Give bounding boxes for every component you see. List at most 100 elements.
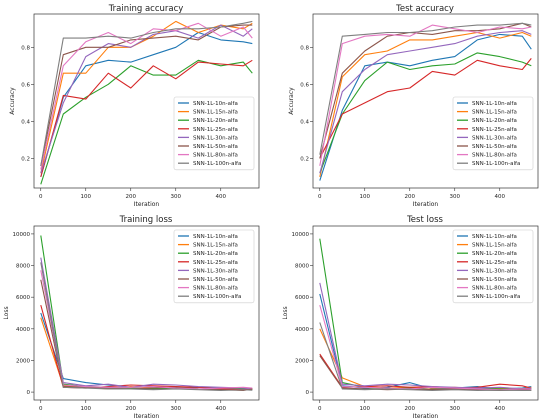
legend-entry: SNN-1L-30n-alfa [193, 135, 238, 141]
legend-entry: SNN-1L-80n-alfa [193, 153, 238, 159]
y-tick-label: 8000 [16, 264, 30, 270]
y-tick-label: 0.6 [300, 82, 309, 88]
legend-entry: SNN-1L-15n-alfa [472, 110, 517, 116]
y-tick-label: 10000 [292, 232, 310, 238]
series-line-snn-1l-80n-alfa [319, 304, 532, 391]
y-tick-label: 6000 [295, 295, 309, 301]
legend-entry: SNN-1L-15n-alfa [472, 243, 517, 249]
series-line-snn-1l-25n-alfa [40, 304, 253, 391]
series-line-snn-1l-80n-alfa [40, 22, 253, 170]
legend-entry: SNN-1L-10n-alfa [472, 234, 517, 240]
series-line-snn-1l-10n-alfa [319, 33, 532, 181]
series-line-snn-1l-15n-alfa [40, 317, 253, 391]
legend-box [173, 96, 255, 171]
legend-entry: SNN-1L-20n-alfa [472, 118, 517, 124]
legend-entry: SNN-1L-10n-alfa [193, 101, 238, 107]
plot-frame [33, 225, 260, 401]
x-tick-label: 300 [171, 194, 182, 200]
series-line-snn-1l-30n-alfa [319, 282, 532, 390]
legend-entry: SNN-1L-100n-alfa [193, 161, 241, 167]
y-tick-label: 0.8 [300, 45, 309, 51]
legend-entry: SNN-1L-15n-alfa [193, 110, 238, 116]
series-line-snn-1l-10n-alfa [40, 312, 253, 391]
x-tick-label: 300 [450, 194, 461, 200]
series-line-snn-1l-100n-alfa [319, 22, 532, 155]
legend-entry: SNN-1L-25n-alfa [193, 260, 238, 266]
series-line-snn-1l-100n-alfa [40, 262, 253, 392]
legend: SNN-1L-10n-alfa SNN-1L-15n-alfa SNN-1L-20n… [173, 229, 255, 304]
x-tick-label: 100 [360, 406, 371, 412]
legend: SNN-1L-10n-alfa SNN-1L-15n-alfa SNN-1L-20n… [452, 229, 534, 304]
series-line-snn-1l-25n-alfa [319, 353, 532, 389]
y-tick-label: 0.6 [21, 82, 30, 88]
legend-entry: SNN-1L-50n-alfa [193, 144, 238, 150]
legend-entry: SNN-1L-50n-alfa [193, 277, 238, 283]
x-tick-label: 0 [318, 406, 322, 412]
y-tick-label: 0 [306, 390, 310, 396]
y-tick-label: 0 [27, 390, 31, 396]
legend-entry: SNN-1L-20n-alfa [193, 251, 238, 257]
legend-entry: SNN-1L-50n-alfa [472, 144, 517, 150]
series-line-snn-1l-10n-alfa [40, 31, 253, 178]
series-line-snn-1l-25n-alfa [40, 59, 253, 178]
legend-entry: SNN-1L-100n-alfa [193, 294, 241, 300]
series-line-snn-1l-30n-alfa [40, 24, 253, 174]
x-tick-label: 200 [126, 406, 137, 412]
x-tick-label: 0 [318, 194, 322, 200]
x-tick-label: 100 [360, 194, 371, 200]
x-tick-label: 100 [81, 194, 92, 200]
x-tick-label: 0 [39, 406, 43, 412]
x-tick-label: 400 [495, 406, 506, 412]
series-line-snn-1l-80n-alfa [40, 270, 253, 390]
legend-entry: SNN-1L-30n-alfa [472, 268, 517, 274]
x-tick-label: 0 [39, 194, 43, 200]
plot-frame [312, 13, 539, 189]
x-tick-label: 300 [171, 406, 182, 412]
chart-training-loss: Training loss 0 100 200 300 4000200040006000… [3, 215, 260, 418]
series-line-snn-1l-80n-alfa [319, 24, 532, 166]
y-tick-label: 4000 [16, 327, 30, 333]
legend-entry: SNN-1L-10n-alfa [193, 234, 238, 240]
plot-frame [33, 13, 260, 189]
chart-training-accuracy: Training accuracy 0 100 200 300 400 0.2 0.4 0.6… [9, 4, 260, 208]
x-tick-label: 400 [216, 194, 227, 200]
legend-entry: SNN-1L-10n-alfa [472, 101, 517, 107]
legend-box [452, 229, 534, 304]
legend-entry: SNN-1L-15n-alfa [193, 243, 238, 249]
legend-entry: SNN-1L-80n-alfa [472, 153, 517, 159]
x-tick-label: 100 [81, 406, 92, 412]
x-tick-label: 300 [450, 406, 461, 412]
x-tick-label: 200 [405, 406, 416, 412]
y-tick-label: 0.4 [300, 119, 309, 125]
y-tick-label: 6000 [16, 295, 30, 301]
chart-test-accuracy: Test accuracy 0 100 200 300 400 0.2 0.4 0.6 0.8 I… [288, 4, 539, 208]
y-tick-label: 4000 [295, 327, 309, 333]
series-line-snn-1l-15n-alfa [319, 31, 532, 178]
legend-entry: SNN-1L-50n-alfa [472, 277, 517, 283]
y-tick-label: 2000 [295, 358, 309, 364]
legend-entry: SNN-1L-20n-alfa [472, 251, 517, 257]
x-tick-label: 200 [405, 194, 416, 200]
plot-frame [312, 225, 539, 401]
legend: SNN-1L-10n-alfa SNN-1L-15n-alfa SNN-1L-20n… [452, 96, 534, 171]
series-line-snn-1l-20n-alfa [319, 52, 532, 174]
series-line-snn-1l-100n-alfa [319, 322, 532, 392]
chart-title: Training loss [119, 215, 173, 225]
legend-entry: SNN-1L-100n-alfa [472, 161, 520, 167]
y-tick-label: 0.2 [21, 156, 30, 162]
x-tick-label: 400 [495, 194, 506, 200]
series-line-snn-1l-30n-alfa [319, 30, 532, 174]
series-line-snn-1l-50n-alfa [319, 22, 532, 159]
y-tick-label: 8000 [295, 264, 309, 270]
legend: SNN-1L-10n-alfa SNN-1L-15n-alfa SNN-1L-20n… [173, 96, 255, 171]
legend-entry: SNN-1L-25n-alfa [472, 127, 517, 133]
x-axis-label: Iteration [134, 201, 160, 208]
chart-test-loss: Test loss 0 100 200 300 40002000400060008000… [282, 215, 539, 418]
y-tick-label: 0.2 [300, 156, 309, 162]
legend-box [173, 229, 255, 304]
chart-title: Test accuracy [395, 4, 454, 14]
chart-title: Training accuracy [108, 4, 184, 14]
legend-entry: SNN-1L-80n-alfa [472, 286, 517, 292]
chart-title: Test loss [406, 215, 443, 225]
